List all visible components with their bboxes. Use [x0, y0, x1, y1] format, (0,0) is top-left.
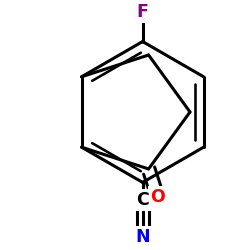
Text: N: N [135, 228, 150, 246]
Text: O: O [150, 188, 165, 206]
Text: F: F [137, 2, 148, 21]
Text: C: C [136, 191, 149, 209]
